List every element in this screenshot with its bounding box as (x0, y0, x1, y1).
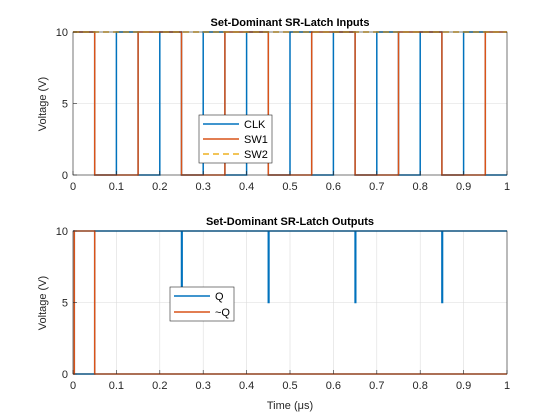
inputs-y-tick-label: 10 (56, 27, 68, 39)
outputs-ylabel: Voltage (V) (37, 276, 49, 330)
outputs-x-tick-label: 1 (504, 380, 510, 392)
inputs-x-tick-label: 1 (504, 181, 510, 193)
inputs-x-tick-label: 0.9 (456, 181, 471, 193)
inputs-y-tick-label: 0 (62, 170, 68, 182)
inputs-x-tick-label: 0.8 (413, 181, 428, 193)
legend-label-not-q: ~Q (215, 307, 230, 319)
inputs-x-tick-label: 0.3 (196, 181, 211, 193)
outputs-x-tick-label: 0.8 (413, 380, 428, 392)
inputs-x-tick-label: 0.6 (326, 181, 341, 193)
outputs-x-tick-label: 0.5 (282, 380, 297, 392)
outputs-x-tick-label: 0.7 (369, 380, 384, 392)
inputs-x-tick-label: 0.1 (109, 181, 124, 193)
inputs-series-group (73, 31, 507, 176)
legend-label-sw2: SW2 (244, 149, 268, 161)
inputs-x-tick-label: 0 (70, 181, 76, 193)
outputs-x-tick-label: 0.9 (456, 380, 471, 392)
outputs-y-tick-label: 0 (62, 369, 68, 381)
inputs-x-tick-label: 0.5 (282, 181, 297, 193)
outputs-x-tick-label: 0 (70, 380, 76, 392)
outputs-x-tick-label: 0.1 (109, 380, 124, 392)
outputs-title: Set-Dominant SR-Latch Outputs (206, 216, 374, 228)
inputs-title: Set-Dominant SR-Latch Inputs (211, 17, 370, 29)
inputs-y-tick-label: 5 (62, 99, 68, 111)
outputs-legend-box (169, 286, 235, 322)
inputs-ylabel: Voltage (V) (37, 77, 49, 131)
outputs-y-tick-label: 5 (62, 298, 68, 310)
outputs-legend: Q ~Q (169, 286, 235, 322)
inputs-legend: CLK SW1 SW2 (198, 114, 273, 164)
legend-label-sw1: SW1 (244, 134, 268, 146)
outputs-x-tick-label: 0.3 (196, 380, 211, 392)
inputs-x-tick-label: 0.2 (152, 181, 167, 193)
legend-label-q: Q (215, 291, 224, 303)
outputs-x-tick-label: 0.6 (326, 380, 341, 392)
outputs-xlabel: Time (μs) (267, 400, 313, 412)
outputs-x-tick-label: 0.4 (239, 380, 254, 392)
inputs-x-tick-label: 0.4 (239, 181, 254, 193)
legend-label-clk: CLK (244, 119, 266, 131)
inputs-x-tick-label: 0.7 (369, 181, 384, 193)
outputs-y-tick-label: 10 (56, 226, 68, 238)
outputs-x-tick-label: 0.2 (152, 380, 167, 392)
